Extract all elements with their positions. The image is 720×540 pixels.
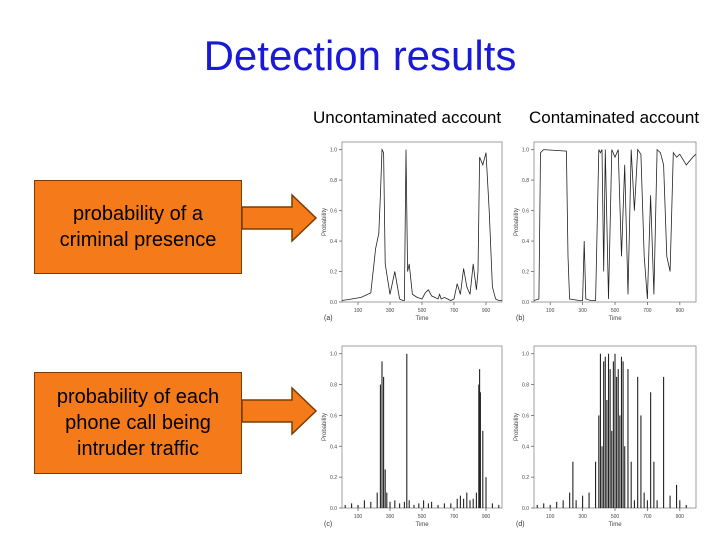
header-contaminated: Contaminated account bbox=[529, 108, 700, 127]
x-tick-label: 500 bbox=[418, 514, 427, 520]
panel-label: (a) bbox=[324, 315, 333, 322]
x-tick-label: 300 bbox=[578, 308, 587, 314]
arrow-right-icon bbox=[241, 386, 318, 436]
y-tick-label: 0.8 bbox=[522, 178, 529, 184]
x-tick-label: 900 bbox=[676, 308, 685, 314]
x-tick-label: 700 bbox=[643, 514, 652, 520]
arrow-right-icon bbox=[241, 193, 318, 243]
y-tick-label: 1.0 bbox=[330, 148, 337, 154]
x-tick-label: 700 bbox=[450, 308, 459, 314]
criminal-presence-label: probability of a criminal presence bbox=[59, 203, 217, 251]
series-line bbox=[341, 148, 502, 301]
y-tick-label: 0.2 bbox=[522, 475, 529, 481]
y-tick-label: 0.0 bbox=[522, 300, 529, 306]
x-tick-label: 500 bbox=[611, 308, 620, 314]
y-tick-label: 0.6 bbox=[330, 209, 337, 215]
chart-panel-b: 0.0 0.2 0.4 0.6 0.8 1.0 100 300 500 700 900 Time Pro… bbox=[514, 141, 697, 322]
y-axis-label: Probability bbox=[514, 413, 520, 441]
y-tick-label: 0.4 bbox=[522, 239, 529, 245]
y-tick-label: 0.4 bbox=[330, 239, 337, 245]
chart-panel-c: 0.0 0.2 0.4 0.6 0.8 1.0 100 300 500 700 900 Time Pro… bbox=[322, 345, 503, 528]
y-tick-label: 1.0 bbox=[330, 352, 337, 358]
panel-label: (b) bbox=[516, 315, 525, 322]
y-tick-label: 0.6 bbox=[522, 209, 529, 215]
criminal-presence-label-box: probability of a criminal presence bbox=[34, 180, 242, 274]
x-tick-label: 300 bbox=[578, 514, 587, 520]
y-tick-label: 0.2 bbox=[522, 270, 529, 276]
x-tick-label: 900 bbox=[482, 308, 491, 314]
series-line bbox=[533, 148, 697, 301]
y-tick-label: 0.0 bbox=[330, 300, 337, 306]
y-tick-label: 0.0 bbox=[522, 506, 529, 512]
x-axis-label: Time bbox=[415, 522, 429, 528]
y-tick-label: 0.0 bbox=[330, 506, 337, 512]
y-tick-label: 1.0 bbox=[522, 148, 529, 154]
y-axis-label: Probability bbox=[322, 413, 328, 441]
x-tick-label: 500 bbox=[418, 308, 427, 314]
y-tick-label: 1.0 bbox=[522, 352, 529, 358]
x-tick-label: 300 bbox=[386, 514, 395, 520]
header-uncontaminated: Uncontaminated account bbox=[313, 108, 502, 127]
x-tick-label: 300 bbox=[386, 308, 395, 314]
panel-label: (d) bbox=[516, 521, 525, 528]
chart-panel-d: 0.0 0.2 0.4 0.6 0.8 1.0 100 300 500 700 900 Time Pro… bbox=[514, 345, 697, 528]
y-tick-label: 0.8 bbox=[522, 383, 529, 389]
x-tick-label: 900 bbox=[676, 514, 685, 520]
plot-frame bbox=[341, 141, 503, 303]
panel-label: (c) bbox=[324, 521, 332, 528]
y-tick-label: 0.4 bbox=[330, 444, 337, 450]
y-tick-label: 0.6 bbox=[522, 413, 529, 419]
y-tick-label: 0.8 bbox=[330, 178, 337, 184]
x-axis-label: Time bbox=[608, 522, 622, 528]
intruder-traffic-label: probability of each phone call being int… bbox=[56, 386, 220, 460]
y-tick-label: 0.8 bbox=[330, 383, 337, 389]
y-tick-label: 0.6 bbox=[330, 413, 337, 419]
x-tick-label: 100 bbox=[354, 308, 363, 314]
x-tick-label: 700 bbox=[643, 308, 652, 314]
slide-title: Detection results bbox=[203, 32, 517, 79]
y-tick-label: 0.2 bbox=[330, 475, 337, 481]
x-tick-label: 700 bbox=[450, 514, 459, 520]
y-axis-label: Probability bbox=[322, 208, 328, 236]
x-tick-label: 100 bbox=[546, 308, 555, 314]
x-tick-label: 100 bbox=[546, 514, 555, 520]
intruder-traffic-label-box: probability of each phone call being int… bbox=[34, 372, 242, 474]
x-tick-label: 500 bbox=[611, 514, 620, 520]
x-tick-label: 900 bbox=[482, 514, 491, 520]
x-tick-label: 100 bbox=[354, 514, 363, 520]
y-axis-label: Probability bbox=[514, 208, 520, 236]
x-axis-label: Time bbox=[608, 316, 622, 322]
plot-frame bbox=[341, 345, 503, 509]
x-axis-label: Time bbox=[415, 316, 429, 322]
y-tick-label: 0.2 bbox=[330, 270, 337, 276]
y-tick-label: 0.4 bbox=[522, 444, 529, 450]
chart-panel-a: 0.0 0.2 0.4 0.6 0.8 1.0 100 300 500 700 900 Time Pro… bbox=[322, 141, 503, 322]
